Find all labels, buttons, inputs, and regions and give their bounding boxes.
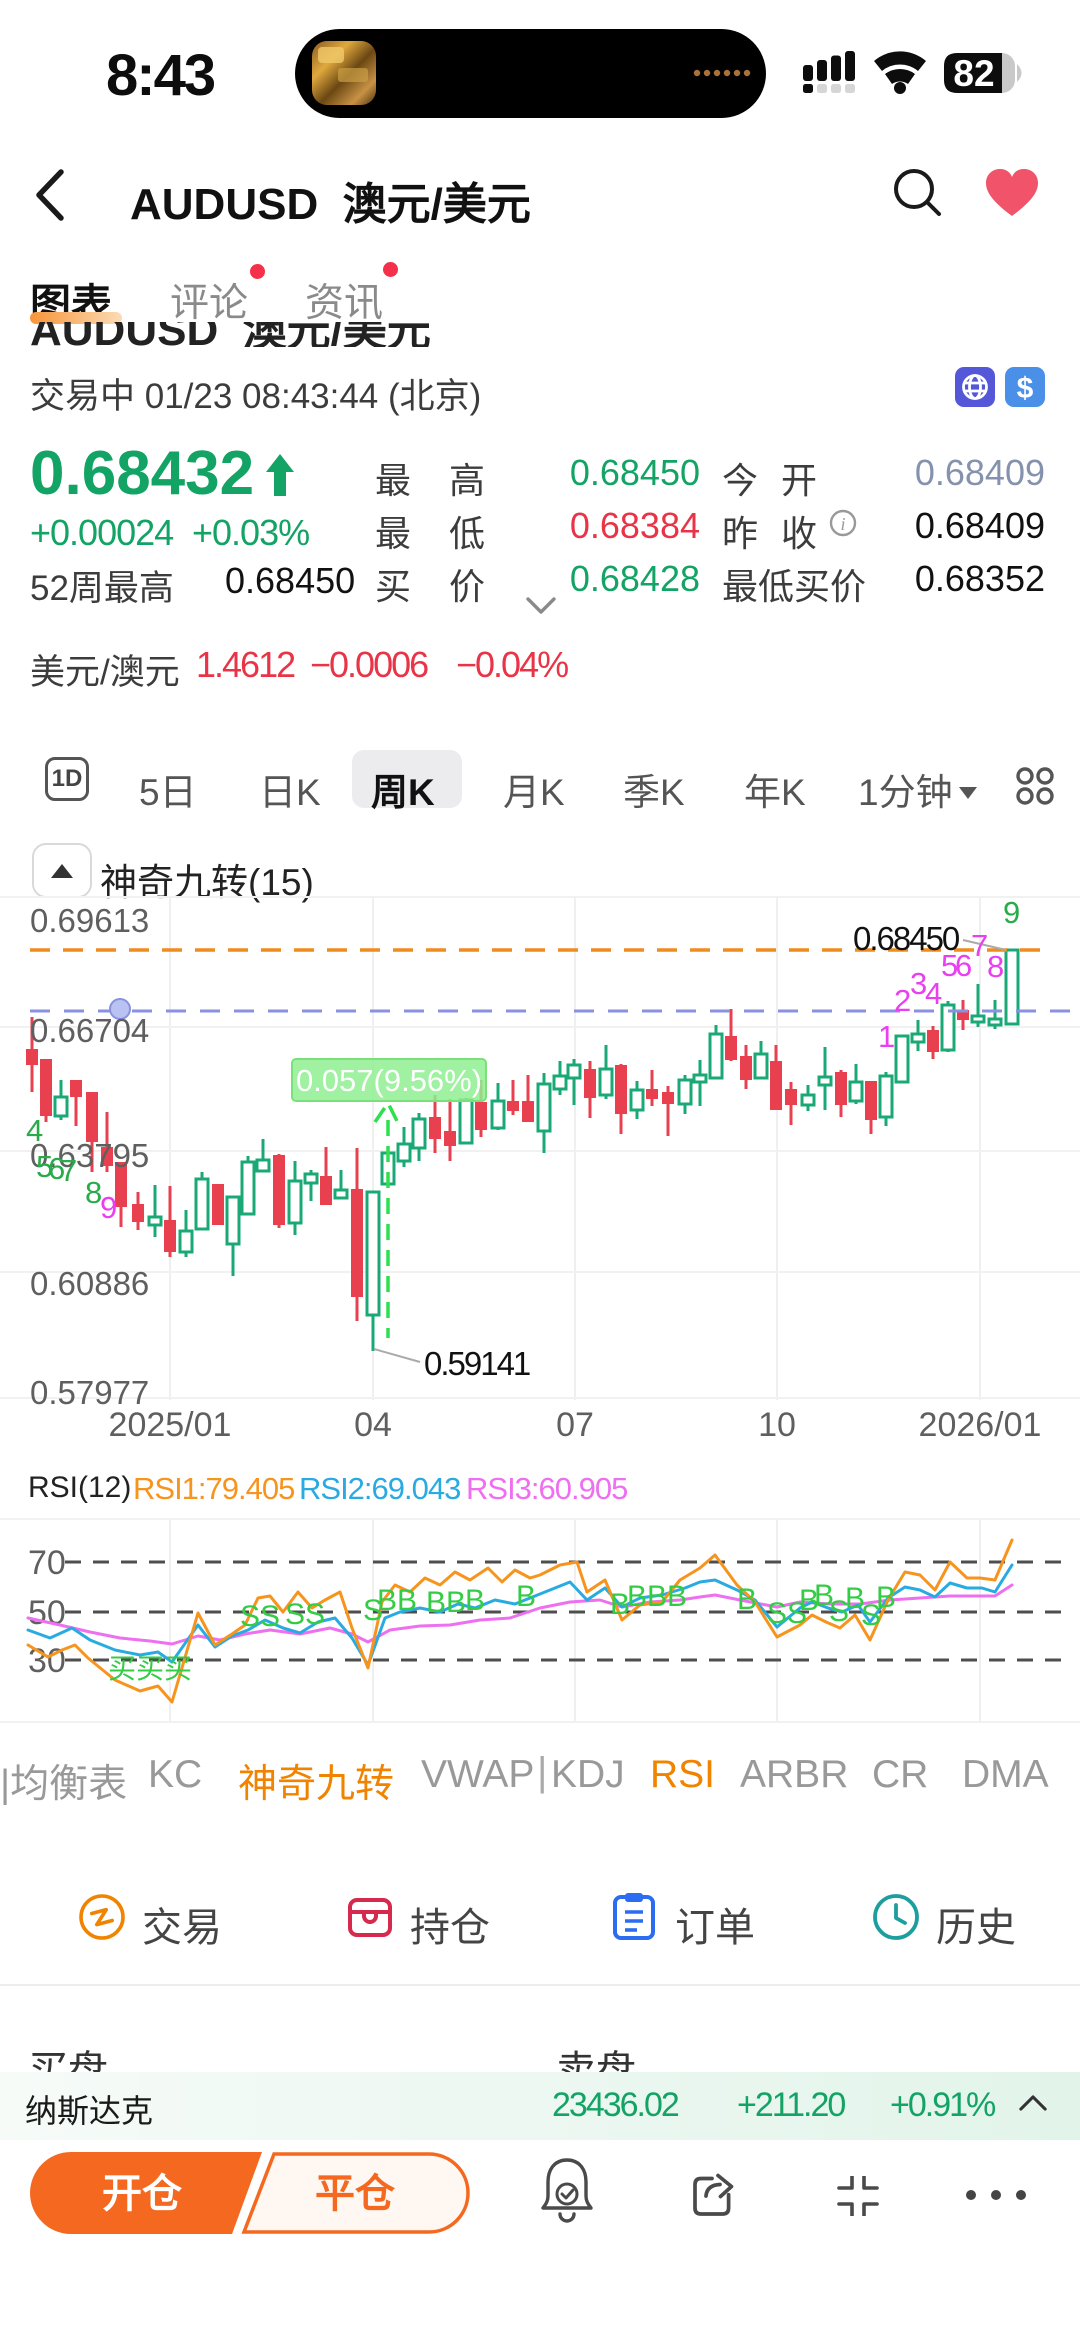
svg-text:82: 82 (953, 53, 994, 94)
svg-text:4: 4 (26, 1113, 43, 1148)
svg-text:B: B (610, 1588, 630, 1621)
svg-text:S: S (829, 1595, 849, 1628)
svg-text:3: 3 (910, 966, 927, 1001)
svg-text:S: S (363, 1594, 383, 1627)
svg-text:SS: SS (767, 1597, 807, 1630)
svg-text:7: 7 (971, 928, 988, 963)
svg-text:0.68450: 0.68450 (853, 920, 960, 957)
svg-text:6: 6 (955, 948, 972, 983)
svg-text:SS: SS (285, 1598, 325, 1631)
svg-text:10: 10 (758, 1406, 796, 1444)
svg-text:5: 5 (36, 1149, 53, 1184)
svg-text:9: 9 (100, 1190, 117, 1225)
svg-text:开仓: 开仓 (102, 2172, 183, 2216)
svg-text:BBB: BBB (627, 1580, 687, 1613)
svg-text:S: S (861, 1599, 881, 1632)
svg-text:6: 6 (48, 1151, 65, 1186)
svg-text:$: $ (1017, 372, 1034, 405)
svg-text:9: 9 (1003, 895, 1020, 930)
svg-text:8: 8 (987, 949, 1004, 984)
svg-text:0.60886: 0.60886 (30, 1265, 149, 1302)
svg-text:8: 8 (85, 1175, 102, 1210)
svg-text:2: 2 (894, 983, 911, 1018)
svg-text:SS: SS (240, 1600, 280, 1633)
svg-text:B: B (799, 1584, 819, 1617)
svg-text:70: 70 (28, 1544, 66, 1582)
svg-text:BB: BB (377, 1584, 417, 1617)
svg-text:B: B (465, 1584, 485, 1617)
svg-text:0.66704: 0.66704 (30, 1012, 149, 1049)
svg-text:07: 07 (556, 1406, 594, 1444)
svg-text:B: B (814, 1579, 834, 1612)
svg-text:0.63795: 0.63795 (30, 1137, 149, 1174)
svg-text:7: 7 (60, 1153, 77, 1188)
svg-text:2026/01: 2026/01 (919, 1406, 1042, 1444)
svg-text:买买买: 买买买 (108, 1653, 192, 1684)
svg-text:0.057(9.56%): 0.057(9.56%) (296, 1063, 482, 1098)
svg-text:B: B (516, 1580, 536, 1613)
svg-text:平仓: 平仓 (315, 2172, 396, 2216)
svg-text:5: 5 (941, 948, 958, 983)
svg-text:i: i (840, 514, 845, 534)
svg-text:0.59141: 0.59141 (424, 1345, 530, 1382)
svg-text:0.57977: 0.57977 (30, 1374, 149, 1411)
svg-text:B: B (845, 1582, 865, 1615)
svg-text:B: B (876, 1581, 896, 1614)
svg-text:04: 04 (354, 1406, 392, 1444)
svg-text:4: 4 (925, 976, 942, 1011)
svg-text:BB: BB (426, 1586, 466, 1619)
svg-text:2025/01: 2025/01 (109, 1406, 232, 1444)
svg-text:1: 1 (878, 1019, 895, 1054)
svg-text:0.69613: 0.69613 (30, 902, 149, 939)
svg-text:B: B (737, 1583, 757, 1616)
